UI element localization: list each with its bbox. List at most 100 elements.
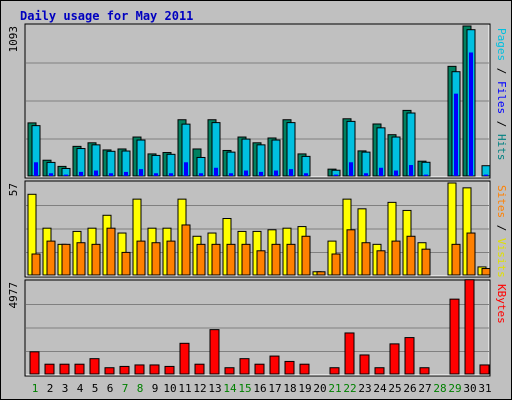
- bar-sites-27: [421, 248, 431, 276]
- bar-kbytes-5: [89, 358, 100, 375]
- bar-pages-3: [64, 174, 68, 176]
- bar-kbytes-15: [239, 358, 250, 375]
- bar-pages-5: [94, 170, 98, 176]
- bar-kbytes-23: [359, 354, 370, 375]
- bar-files-27: [421, 161, 431, 177]
- bar-pages-10: [169, 173, 173, 176]
- bar-pages-27: [424, 174, 428, 176]
- bar-pages-15: [244, 170, 248, 176]
- bar-files-25: [391, 136, 401, 177]
- x-tick-label-20: 20: [313, 382, 326, 395]
- bar-kbytes-17: [269, 355, 280, 375]
- bar-files-16: [256, 144, 266, 177]
- bar-pages-11: [184, 162, 188, 176]
- bar-sites-3: [61, 243, 71, 276]
- bar-pages-30: [469, 52, 473, 176]
- bar-kbytes-29: [449, 298, 460, 375]
- bar-pages-1: [34, 162, 38, 176]
- bar-kbytes-12: [194, 363, 205, 375]
- bar-pages-31: [484, 174, 488, 176]
- bar-pages-7: [124, 171, 128, 176]
- bar-sites-14: [226, 243, 236, 276]
- bar-kbytes-4: [74, 363, 85, 375]
- bar-kbytes-8: [134, 364, 145, 375]
- bar-kbytes-21: [329, 367, 340, 375]
- bar-sites-5: [91, 243, 101, 276]
- x-tick-label-27: 27: [418, 382, 431, 395]
- bar-sites-31: [481, 268, 491, 276]
- x-tick-label-18: 18: [283, 382, 296, 395]
- bar-sites-23: [361, 242, 371, 276]
- bar-files-23: [361, 151, 371, 177]
- bar-files-15: [241, 138, 251, 177]
- bar-files-10: [166, 153, 176, 177]
- bar-pages-18: [289, 169, 293, 176]
- bar-sites-7: [121, 251, 131, 276]
- x-tick-label-30: 30: [463, 382, 476, 395]
- x-tick-label-22: 22: [343, 382, 356, 395]
- x-tick-label-26: 26: [403, 382, 416, 395]
- bar-pages-24: [379, 167, 383, 176]
- bar-kbytes-25: [389, 343, 400, 375]
- x-tick-label-14: 14: [223, 382, 237, 395]
- y-max-label: 4977: [7, 282, 20, 309]
- bar-sites-26: [406, 235, 416, 276]
- bar-sites-15: [241, 243, 251, 276]
- bar-kbytes-27: [419, 367, 430, 375]
- x-tick-label-2: 2: [47, 382, 54, 395]
- legend-entry: /: [495, 114, 508, 134]
- bar-kbytes-3: [59, 363, 70, 375]
- bar-files-9: [151, 154, 161, 177]
- bar-kbytes-31: [479, 364, 490, 375]
- bar-kbytes-22: [344, 332, 355, 375]
- x-tick-label-19: 19: [298, 382, 311, 395]
- bar-sites-12: [196, 243, 206, 276]
- legend-entry: Files: [495, 81, 508, 114]
- bar-sites-2: [46, 240, 56, 276]
- x-tick-label-15: 15: [238, 382, 251, 395]
- bar-sites-16: [256, 250, 266, 276]
- bar-sites-21: [331, 253, 341, 276]
- bar-kbytes-14: [224, 367, 235, 375]
- bar-sites-24: [376, 250, 386, 276]
- x-tick-label-1: 1: [32, 382, 39, 395]
- legend-entry: /: [495, 218, 508, 238]
- bar-pages-13: [214, 167, 218, 176]
- x-tick-label-29: 29: [448, 382, 461, 395]
- x-tick-label-17: 17: [268, 382, 281, 395]
- x-tick-label-4: 4: [77, 382, 84, 395]
- bar-sites-13: [211, 243, 221, 276]
- bar-sites-30: [466, 232, 476, 276]
- series-legend: KBytes: [495, 284, 508, 324]
- bar-pages-16: [259, 171, 263, 176]
- bar-pages-23: [364, 173, 368, 176]
- legend-entry: Sites: [495, 185, 508, 218]
- bar-pages-2: [49, 173, 53, 176]
- bar-pages-25: [394, 170, 398, 176]
- bar-sites-9: [151, 242, 161, 276]
- bar-pages-17: [274, 170, 278, 176]
- x-tick-label-28: 28: [433, 382, 446, 395]
- x-tick-label-11: 11: [178, 382, 191, 395]
- bar-kbytes-6: [104, 367, 115, 375]
- bar-pages-26: [409, 165, 413, 176]
- bar-sites-1: [31, 253, 41, 276]
- x-tick-label-23: 23: [358, 382, 371, 395]
- x-tick-label-12: 12: [193, 382, 206, 395]
- series-legend: Pages / Files / Hits: [495, 28, 508, 161]
- x-tick-label-16: 16: [253, 382, 266, 395]
- x-tick-label-31: 31: [478, 382, 491, 395]
- bar-pages-4: [79, 171, 83, 176]
- bar-sites-29: [451, 243, 461, 276]
- bar-sites-20: [316, 271, 326, 276]
- bar-pages-12: [199, 173, 203, 176]
- bar-kbytes-2: [44, 363, 55, 375]
- bar-sites-4: [76, 242, 86, 276]
- bar-kbytes-1: [29, 351, 40, 375]
- bar-sites-17: [271, 243, 281, 276]
- x-tick-label-10: 10: [163, 382, 176, 395]
- x-tick-label-6: 6: [107, 382, 114, 395]
- series-legend: Sites / Visits: [495, 185, 508, 278]
- bar-pages-22: [349, 162, 353, 176]
